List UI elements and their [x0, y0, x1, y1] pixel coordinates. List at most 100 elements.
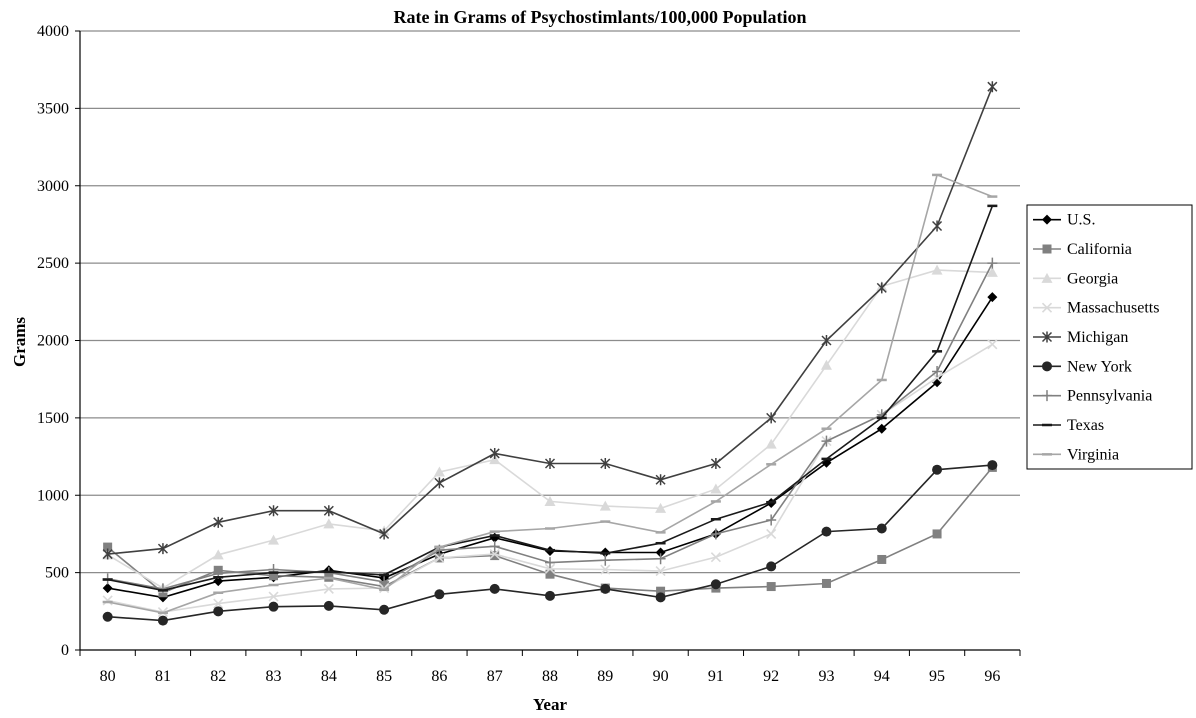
data-point-pennsylvania: [932, 365, 943, 377]
data-point-michigan: [157, 543, 168, 555]
legend-label: U.S.: [1067, 212, 1095, 229]
data-point-new-york: [545, 590, 555, 601]
y-tick-label: 2000: [37, 333, 69, 350]
data-point-pennsylvania: [489, 540, 500, 552]
legend-marker: [1042, 390, 1052, 402]
series-michigan: [102, 81, 998, 560]
x-tick-labels: 80 81 82 83 84 85 86 87 88 89 90 91 92 93 94 95 96: [79, 650, 1021, 685]
x-tick-label: 87: [487, 668, 503, 685]
x-tick-label: 92: [763, 668, 779, 685]
data-point-michigan: [987, 81, 998, 93]
x-tick-label: 91: [708, 668, 724, 685]
series-new-york: [102, 460, 998, 626]
x-tick-label: 94: [874, 668, 890, 685]
data-point-michigan: [434, 477, 445, 489]
data-point-u-s: [987, 292, 998, 303]
data-point-georgia: [268, 534, 280, 545]
series-u-s: [102, 292, 998, 603]
x-tick-label: 81: [155, 668, 171, 685]
x-tick-label: 80: [100, 668, 116, 685]
legend-item: Virginia: [1033, 446, 1119, 463]
data-point-pennsylvania: [545, 557, 555, 569]
legend-marker: [1042, 214, 1052, 225]
data-point-new-york: [876, 523, 887, 534]
x-tick-label: 93: [818, 668, 834, 685]
data-point-michigan: [766, 412, 777, 424]
x-tick-label: 95: [929, 668, 945, 685]
data-point-new-york: [268, 601, 279, 612]
data-point-massachusetts: [379, 583, 390, 594]
data-point-michigan: [821, 335, 832, 346]
grid-lines: [80, 30, 1020, 574]
legend: U.S. California Georgia Massachusetts Michig…: [1026, 204, 1193, 470]
data-point-pennsylvania: [987, 257, 998, 269]
data-point-new-york: [987, 460, 998, 471]
series-line-georgia: [107, 269, 993, 590]
data-point-california: [877, 554, 887, 564]
x-tick-label: 83: [266, 668, 282, 685]
data-point-new-york: [434, 589, 445, 600]
data-point-massachusetts: [600, 564, 611, 575]
data-point-georgia: [489, 454, 501, 465]
data-point-michigan: [102, 548, 113, 560]
data-point-u-s: [102, 583, 113, 594]
data-point-massachusetts: [710, 552, 721, 563]
data-point-california: [545, 569, 555, 579]
legend-label: California: [1067, 241, 1132, 258]
data-point-michigan: [213, 516, 224, 528]
legend-label: New York: [1067, 358, 1132, 375]
data-point-new-york: [766, 561, 777, 572]
data-point-georgia: [599, 500, 611, 511]
data-point-new-york: [655, 592, 666, 603]
legend-marker: [1041, 302, 1053, 313]
y-tick-label: 3000: [37, 178, 69, 195]
data-point-michigan: [379, 528, 390, 540]
legend-marker: [1042, 361, 1052, 372]
data-point-pennsylvania: [821, 435, 832, 447]
data-point-new-york: [323, 600, 334, 611]
data-point-new-york: [379, 604, 390, 615]
data-point-georgia: [655, 502, 667, 513]
legend-label: Texas: [1067, 417, 1104, 434]
data-point-georgia: [212, 549, 224, 560]
y-tick-label: 1500: [37, 410, 69, 427]
data-point-california: [766, 582, 776, 592]
legend-marker: [1041, 331, 1053, 343]
data-point-pennsylvania: [655, 553, 666, 565]
x-tick-label: 89: [597, 668, 613, 685]
chart-title: Rate in Grams of Psychostimlants/100,000…: [393, 7, 806, 27]
legend-label: Michigan: [1067, 329, 1128, 346]
series-line-michigan: [107, 86, 994, 555]
x-tick-label: 84: [321, 668, 337, 685]
legend-item: U.S.: [1033, 212, 1095, 229]
data-point-california: [490, 551, 500, 561]
data-point-pennsylvania: [379, 576, 390, 588]
data-point-massachusetts: [766, 528, 777, 540]
data-point-michigan: [489, 447, 500, 459]
data-point-georgia: [710, 483, 722, 494]
data-point-michigan: [710, 458, 721, 470]
data-point-michigan: [932, 220, 943, 232]
data-point-new-york: [102, 611, 113, 622]
data-point-massachusetts: [323, 583, 334, 594]
data-point-michigan: [600, 458, 611, 470]
y-tick-label: 500: [45, 565, 69, 582]
data-point-new-york: [932, 464, 943, 475]
y-tick-label: 0: [61, 642, 69, 659]
data-point-california: [103, 542, 113, 552]
data-point-new-york: [157, 615, 168, 626]
y-tick-label: 3500: [37, 100, 69, 117]
legend-item: California: [1033, 241, 1132, 258]
data-point-new-york: [600, 583, 611, 594]
data-point-pennsylvania: [766, 514, 777, 526]
legend-marker: [1042, 244, 1052, 254]
y-tick-label: 2500: [37, 255, 69, 272]
x-tick-label: 90: [653, 668, 669, 685]
series-georgia: [102, 264, 998, 593]
legend-marker: [1041, 272, 1053, 283]
data-point-michigan: [323, 505, 334, 517]
legend-item: Georgia: [1033, 270, 1118, 287]
data-point-georgia: [986, 266, 998, 277]
legend-item: Pennsylvania: [1033, 388, 1152, 405]
data-point-massachusetts: [544, 563, 556, 574]
